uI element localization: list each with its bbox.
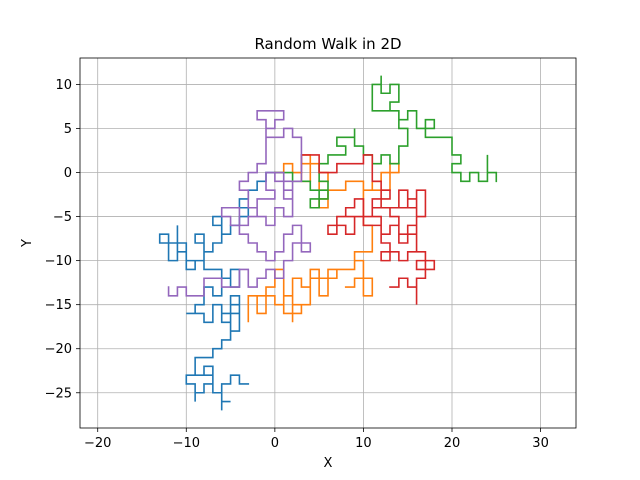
x-tick-label: 20 (444, 436, 461, 451)
y-tick-label: 5 (64, 122, 72, 137)
walk-series-3 (274, 75, 498, 209)
walk-series-2 (247, 154, 400, 323)
y-tick-label: −25 (45, 386, 72, 401)
y-axis-ticks: −25 −20 −15 −10 −5 0 5 10 (45, 78, 80, 401)
x-tick-label: −20 (84, 436, 111, 451)
plot-area-frame (79, 57, 577, 429)
x-tick-label: 0 (271, 436, 279, 451)
x-axis-label: X (324, 456, 333, 471)
x-tick-label: 10 (355, 436, 372, 451)
walk-series-group (158, 75, 498, 411)
x-tick-label: −10 (173, 436, 200, 451)
chart-title: Random Walk in 2D (254, 35, 401, 53)
y-tick-label: −20 (45, 342, 72, 357)
y-tick-label: −15 (45, 298, 72, 313)
x-axis-ticks: −20 −10 0 10 20 30 (84, 428, 549, 451)
y-tick-label: −5 (53, 210, 72, 225)
walk-series-5 (167, 110, 312, 297)
walk-series-4 (300, 154, 436, 305)
y-tick-label: 0 (64, 166, 72, 181)
y-axis-label: Y (20, 239, 35, 248)
y-gridlines (80, 84, 576, 394)
y-tick-label: −10 (45, 254, 72, 269)
y-tick-label: 10 (55, 78, 72, 93)
x-tick-label: 30 (532, 436, 549, 451)
